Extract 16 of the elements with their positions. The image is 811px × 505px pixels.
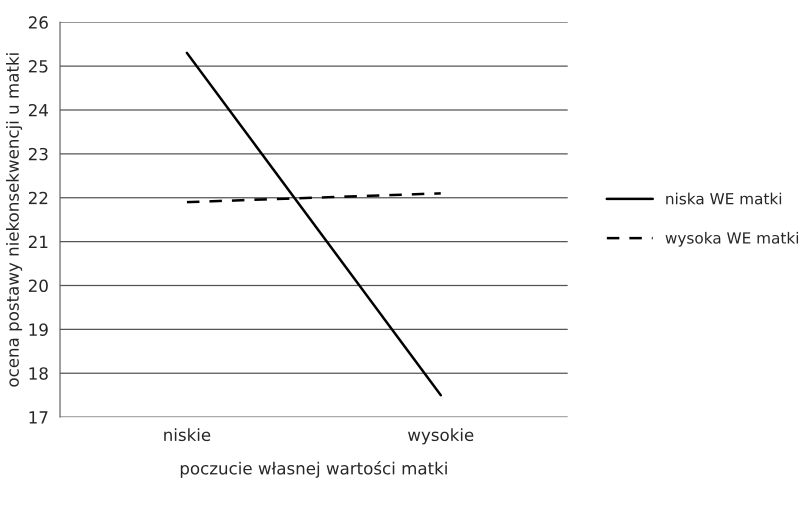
y-axis-title: ocena postawy niekonsekwencji u matki <box>6 53 22 387</box>
legend-label: wysoka WE matki <box>666 232 798 247</box>
y-tick-label: 25 <box>28 60 48 73</box>
y-tick-label: 20 <box>28 279 48 292</box>
legend-label: niska WE matki <box>666 192 782 204</box>
y-tick-label: 18 <box>30 367 48 380</box>
y-tick-label: 24 <box>28 104 48 116</box>
x-tick-label: wysokie <box>408 428 474 444</box>
x-axis-title: poczucie własnej wartości matki <box>180 461 447 478</box>
y-tick-label: 19 <box>30 323 48 336</box>
y-tick-label: 22 <box>28 192 48 204</box>
y-tick-label: 21 <box>28 236 48 248</box>
y-tick-label: 26 <box>28 16 48 29</box>
x-tick-label: niskie <box>164 428 210 442</box>
y-tick-label: 17 <box>30 411 48 424</box>
y-tick-label: 23 <box>28 148 48 160</box>
